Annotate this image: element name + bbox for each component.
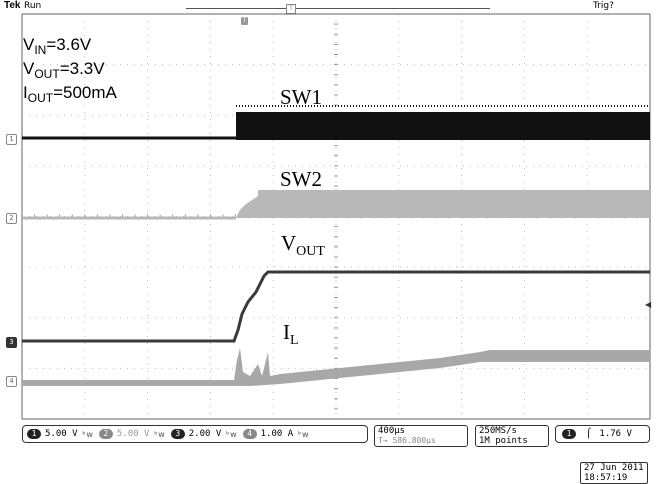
- horizontal-position: T→ 586.800µs: [378, 436, 436, 445]
- horizontal-position-value: 586.800µs: [392, 436, 436, 445]
- trigger-state: Trig?: [593, 1, 614, 11]
- ch3-scale: 2.00 V: [188, 429, 222, 439]
- il-trace-label-main: I: [283, 320, 290, 344]
- il-trace-label: IL: [283, 322, 299, 348]
- ch2-ground-marker[interactable]: 2: [6, 213, 17, 224]
- ch4-scale: 1.00 A: [260, 429, 294, 439]
- vout-trace-label-main: V: [281, 231, 297, 255]
- time-per-div: 400µs: [378, 426, 406, 436]
- ch2-badge: 2: [98, 429, 113, 439]
- ch2-scale: 5.00 V: [116, 429, 150, 439]
- ch1-bw-limit-icon: ᵇ𝗐: [81, 429, 93, 439]
- iout-label: IOUT=500mA: [23, 83, 117, 105]
- acquisition-readout[interactable]: 250MS/s 1M points: [475, 425, 549, 447]
- ch2-readout[interactable]: 2 5.00 V: [98, 429, 150, 439]
- sw2-trace-label: SW2: [280, 167, 322, 191]
- trigger-source-badge: 1: [562, 429, 576, 439]
- ch4-ground-marker[interactable]: 4: [6, 376, 17, 387]
- ch4-bw-limit-icon: ᵇ𝗐: [297, 429, 309, 439]
- waveform-display[interactable]: [0, 0, 660, 420]
- vout-trace: [22, 270, 650, 343]
- timebase-readout[interactable]: 400µs T→ 586.800µs: [374, 425, 468, 447]
- capture-date: 27 Jun 2011: [584, 463, 644, 473]
- sw1-trace-label: SW1: [280, 85, 322, 109]
- ch3-bw-limit-icon: ᵇ𝗐: [225, 429, 237, 439]
- sw1-trace-switching-band: [236, 112, 650, 140]
- iout-value: 500mA: [63, 83, 117, 102]
- ch2-bw-limit-icon: ᵇ𝗐: [153, 429, 165, 439]
- vout-condition-label: VOUT=3.3V: [23, 59, 105, 81]
- sw2-trace-switching-band: [258, 190, 650, 218]
- timestamp: 27 Jun 2011 18:57:19: [580, 462, 648, 484]
- capture-time: 18:57:19: [584, 473, 628, 483]
- sample-rate: 250MS/s: [479, 426, 517, 436]
- ch3-ground-marker[interactable]: 3: [6, 337, 17, 348]
- vout-trace-label: VOUT: [281, 233, 325, 259]
- ch4-badge: 4: [242, 429, 257, 439]
- ch1-scale: 5.00 V: [45, 429, 78, 439]
- ch1-badge: 1: [27, 429, 41, 439]
- rising-edge-icon: ⌠: [586, 429, 592, 439]
- ch3-readout[interactable]: 3 2.00 V: [170, 429, 222, 439]
- ch1-readout[interactable]: 1 5.00 V: [27, 429, 78, 439]
- vin-label: VIN=3.6V: [23, 35, 92, 57]
- brand-logo: Tek: [4, 0, 21, 11]
- il-trace: [22, 348, 650, 386]
- vin-value: 3.6V: [56, 35, 92, 54]
- channel-readout-bar: 1 5.00 V ᵇ𝗐 2 5.00 V ᵇ𝗐 3 2.00 V ᵇ𝗐 4 1.00 A…: [22, 425, 368, 443]
- acquisition-mode: Run: [24, 1, 42, 11]
- offscreen-arrow-icon: ◀: [645, 300, 652, 309]
- ch3-badge: 3: [170, 429, 185, 439]
- record-length: 1M points: [479, 436, 528, 446]
- waveform-traces: [22, 105, 650, 386]
- sw2-trace-ramp: [236, 196, 258, 218]
- vout-trace-label-sub: OUT: [296, 244, 325, 259]
- trigger-readout[interactable]: 1 ⌠ 1.76 V: [555, 425, 650, 443]
- record-length-bar: [186, 8, 490, 9]
- vout-value: 3.3V: [69, 59, 105, 78]
- trigger-level: 1.76 V: [599, 429, 632, 439]
- ch1-ground-marker[interactable]: 1: [6, 134, 17, 145]
- trigger-position-icon[interactable]: T: [241, 17, 248, 25]
- il-trace-label-sub: L: [290, 333, 299, 348]
- ch4-readout[interactable]: 4 1.00 A: [242, 429, 294, 439]
